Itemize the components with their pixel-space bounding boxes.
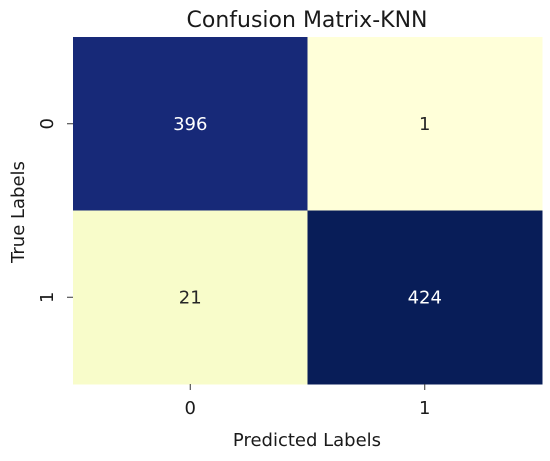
- y-axis-label: True Labels: [8, 161, 29, 264]
- x-axis-label: Predicted Labels: [233, 430, 381, 451]
- heatmap-cell-0-0: [73, 37, 308, 211]
- heatmap-cells: [73, 37, 543, 385]
- cell-value-labels: 396 1 21 424: [173, 114, 442, 309]
- chart-title: Confusion Matrix-KNN: [187, 8, 428, 33]
- heatmap-cell-1-1: [307, 210, 543, 385]
- heatmap-cell-1-0: [73, 210, 308, 385]
- y-tick-label: 1: [37, 292, 58, 303]
- x-tick-label: 0: [185, 398, 196, 419]
- heatmap-cell-0-1: [307, 37, 543, 211]
- cell-value-label: 21: [179, 287, 202, 308]
- cell-value-label: 1: [419, 114, 430, 135]
- cell-value-label: 396: [173, 114, 207, 135]
- y-axis-ticks: 01: [37, 118, 73, 303]
- x-tick-label: 1: [419, 398, 430, 419]
- y-tick-label: 0: [37, 118, 58, 129]
- cell-value-label: 424: [408, 287, 442, 308]
